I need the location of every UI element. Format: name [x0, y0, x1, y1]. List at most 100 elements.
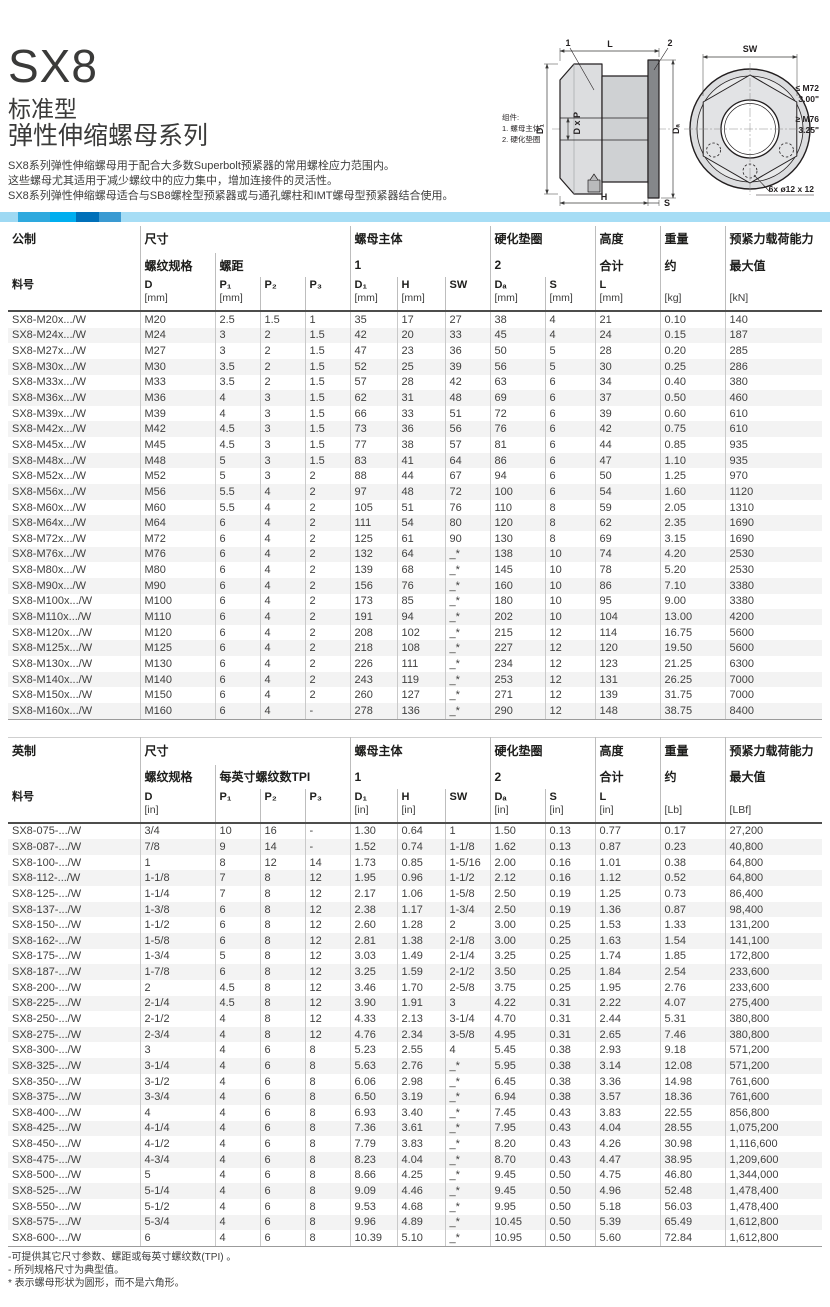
cell: 2: [259, 374, 305, 391]
cell: 7: [214, 886, 260, 902]
cell: 1-5/16: [444, 854, 491, 871]
cell: 3-3/4: [139, 1089, 215, 1106]
cell: 64: [444, 452, 491, 469]
cell: 10.95: [489, 1230, 546, 1247]
cell: 0.43: [544, 1151, 596, 1168]
cell: 2: [139, 979, 215, 996]
cell: 74: [594, 546, 661, 563]
cell: 83: [349, 452, 398, 469]
cell: 39: [594, 405, 661, 422]
cell: 6: [214, 546, 260, 563]
cell: SX8-M36x.../W: [12, 392, 86, 405]
cell: 2-1/8: [444, 932, 491, 949]
table-row: SX8-600-.../W 6 4 6 8 10.39 5.10 _* 10.95 0.50 5.6…: [8, 1230, 823, 1247]
table-row: SX8-075-.../W 3/4 10 16-1.30 0.64 1 1.50 0.13 0.…: [8, 822, 823, 840]
cell: 5.10: [396, 1230, 446, 1247]
cell: 3.90: [349, 995, 398, 1012]
screw-hole: [778, 142, 794, 158]
cell: 0.25: [544, 979, 596, 996]
cell: 8: [304, 1183, 351, 1199]
cell: 1.85: [659, 948, 726, 965]
subgroup-washer-number: 2: [489, 764, 596, 789]
cell: 1.01: [594, 854, 661, 871]
table-row: SX8-087-.../W 7/8 9 14-1.52 0.74 1-1/8 1.62 0.1…: [8, 839, 823, 855]
cell: 7/8: [139, 839, 215, 855]
cell: 6: [214, 530, 260, 547]
cell: 2: [304, 515, 351, 531]
cell: SX8-M45x.../W: [12, 438, 86, 451]
cell: 0.25: [659, 358, 726, 375]
cell: 2.34: [396, 1026, 446, 1043]
cell: 4.68: [396, 1198, 446, 1215]
column-header-row: 料号 D [in] P₁ P₂ P₃ D₁ [in] H [in] SW Dₐ [in] S [in] L [i…: [8, 788, 823, 824]
table-row: SX8-400-.../W 4 4 6 8 6.93 3.40 _* 7.45 0.43 3.83 2…: [8, 1105, 823, 1121]
cell: 12: [304, 1011, 351, 1027]
cell: 6: [259, 1198, 305, 1215]
cell: 8: [259, 901, 305, 918]
cell: 0.43: [544, 1105, 596, 1121]
cell: 8: [259, 1026, 305, 1043]
table-row: SX8-M100x.../W M100 6 4 2 173 85 _* 180 10 95 9.00 3…: [8, 593, 823, 610]
cell: 17: [396, 311, 446, 328]
cell: SX8-450-.../W: [12, 1138, 82, 1151]
cell: 14: [259, 839, 305, 855]
cell: 3.75: [489, 979, 546, 996]
cell: _*: [444, 624, 491, 641]
cell: 102: [396, 624, 446, 641]
cell: 4: [214, 1011, 260, 1027]
cell: 460: [724, 390, 823, 406]
cell: 1.5: [304, 405, 351, 422]
cell: 64,800: [724, 854, 823, 871]
cell: 72.84: [659, 1230, 726, 1247]
cell: 3.25: [349, 964, 398, 980]
intro-line: SX8系列弹性伸缩螺母适合与SB8螺栓型预紧器或与通孔螺柱和IMT螺母型预紧器结…: [8, 190, 454, 202]
table-row: SX8-M52x.../W M52 5 3 2 88 44 67 94 6 50 1.25 970: [8, 468, 823, 485]
cell: 1.49: [396, 948, 446, 965]
cell: 42: [594, 421, 661, 438]
cell: 9.00: [659, 593, 726, 610]
cell: SX8-M160x.../W: [8, 703, 140, 720]
cell: 6: [214, 609, 260, 625]
column-header: P₁: [214, 788, 260, 824]
cell: 243: [349, 671, 398, 688]
column-header: L [mm]: [594, 277, 661, 312]
cell: 131,200: [724, 917, 823, 933]
cell: 0.50: [659, 390, 726, 406]
cell: M60: [139, 499, 215, 516]
cell: 4-3/4: [139, 1151, 215, 1168]
cell: 5.60: [594, 1230, 661, 1247]
cell: 22.55: [659, 1105, 726, 1121]
accent-bar: [0, 212, 830, 222]
cell: 2: [304, 671, 351, 688]
dim-L-label: L: [607, 39, 613, 49]
cell: 4.95: [489, 1026, 546, 1043]
cell: 3.00: [489, 932, 546, 949]
cell: 66: [349, 405, 398, 422]
cell: 12: [544, 687, 596, 704]
cell: 14: [304, 854, 351, 871]
cell: 4.75: [594, 1167, 661, 1184]
cell: 81: [489, 437, 546, 453]
cell: 2.00: [489, 854, 546, 871]
blank-cell: [8, 253, 140, 277]
cell: 2: [259, 358, 305, 375]
column-header: SW: [444, 788, 491, 824]
cell: 4: [544, 311, 596, 328]
cell: 4.07: [659, 995, 726, 1012]
group-header-row: 英制 尺寸 螺母主体 硬化垫圈 高度 重量 预紧力载荷能力: [8, 737, 823, 765]
front-view: SW 6x ø12 x 12 ≤ M72 3.00" ≥ M76 3.25": [684, 44, 819, 196]
cell: _*: [444, 593, 491, 610]
cell: 970: [724, 468, 823, 485]
cell: 234: [489, 656, 546, 672]
cell: 172,800: [724, 948, 823, 965]
cell: 1690: [724, 515, 823, 531]
subgroup-header-row: 螺纹规格 螺距 1 2 合计 约 最大值: [8, 253, 823, 277]
cell: 64,800: [724, 870, 823, 887]
cell: 0.16: [544, 854, 596, 871]
cell: 286: [724, 358, 823, 375]
cell: _*: [444, 1089, 491, 1106]
cell: SX8-575-.../W: [12, 1216, 82, 1229]
cell: 4.5: [214, 437, 260, 453]
column-header: D [mm]: [139, 277, 215, 312]
cell: 9.45: [489, 1167, 546, 1184]
